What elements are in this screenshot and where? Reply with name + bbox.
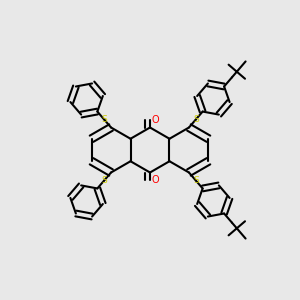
Text: O: O — [152, 115, 159, 125]
Text: S: S — [193, 115, 199, 124]
Text: S: S — [193, 176, 199, 185]
Text: S: S — [101, 176, 107, 185]
Text: S: S — [101, 115, 107, 124]
Text: O: O — [152, 175, 159, 185]
